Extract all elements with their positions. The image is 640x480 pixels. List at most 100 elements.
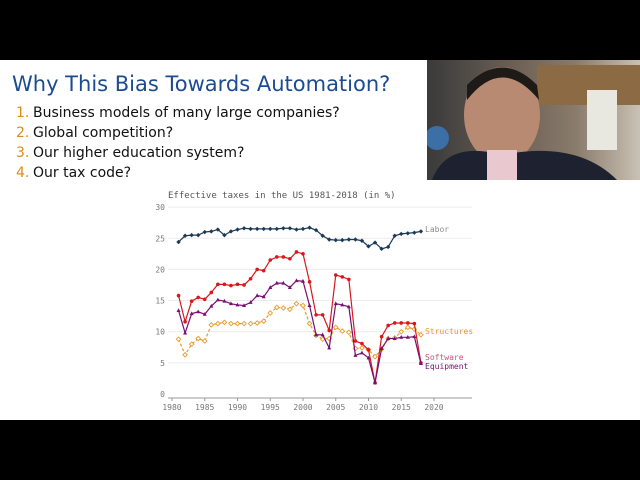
series-label-structures: Structures — [425, 327, 473, 336]
data-point — [248, 226, 253, 232]
data-point — [273, 304, 280, 311]
data-point — [306, 320, 313, 327]
data-point — [418, 361, 423, 365]
data-point — [399, 335, 404, 339]
list-number: 4. — [16, 165, 30, 181]
data-point — [241, 226, 247, 231]
data-point — [189, 299, 194, 303]
data-point — [359, 345, 365, 351]
data-point — [320, 233, 325, 238]
data-point — [301, 252, 305, 256]
list-text: Global competition? — [33, 125, 174, 141]
data-point — [215, 320, 221, 327]
data-point — [399, 321, 404, 325]
speaker-image — [427, 65, 640, 180]
data-point — [242, 283, 246, 287]
data-point — [274, 226, 279, 232]
data-point — [281, 280, 286, 285]
list-text: Our higher education system? — [33, 145, 245, 161]
series-structures — [175, 300, 424, 360]
data-point — [196, 309, 201, 314]
series-label-software: Software — [425, 353, 464, 362]
data-point — [300, 302, 306, 309]
data-point — [215, 297, 220, 302]
data-point — [189, 232, 194, 238]
data-point — [209, 229, 214, 234]
data-point — [307, 303, 312, 308]
data-point — [314, 313, 318, 317]
data-point — [386, 323, 390, 328]
data-point — [229, 283, 233, 288]
data-point — [176, 308, 181, 313]
data-point — [268, 258, 273, 262]
data-point — [175, 336, 182, 343]
data-point — [379, 246, 384, 252]
series-label-equipment: Equipment — [425, 362, 469, 371]
data-point — [254, 320, 260, 326]
data-point — [385, 244, 391, 250]
data-point — [189, 311, 194, 316]
x-tick-label: 2010 — [359, 403, 378, 412]
data-point — [353, 353, 358, 357]
data-point — [274, 280, 279, 285]
series-equipment — [176, 278, 423, 385]
data-point — [418, 229, 424, 234]
data-point — [202, 311, 207, 316]
data-point — [228, 301, 233, 306]
list-text: Business models of many large companies? — [33, 105, 340, 121]
data-point — [307, 225, 312, 230]
list-item: 1. Business models of many large companie… — [16, 103, 340, 123]
data-point — [293, 300, 300, 307]
y-tick-label: 20 — [155, 265, 165, 274]
data-point — [327, 237, 332, 242]
data-point — [320, 313, 325, 317]
data-point — [241, 320, 247, 327]
data-point — [313, 227, 319, 233]
data-point — [242, 303, 247, 308]
x-tick-label: 2020 — [424, 403, 443, 412]
data-point — [222, 232, 227, 238]
data-point — [228, 229, 234, 234]
data-point — [287, 226, 293, 231]
data-point — [327, 328, 332, 333]
data-point — [339, 328, 346, 334]
data-point — [353, 339, 358, 343]
y-tick-label: 25 — [155, 234, 165, 243]
list-number: 1. — [16, 105, 30, 121]
data-point — [366, 355, 371, 360]
data-point — [202, 297, 207, 302]
data-point — [209, 303, 214, 308]
data-point — [359, 350, 364, 355]
data-point — [399, 231, 404, 237]
data-point — [235, 227, 240, 232]
slide-title: Why This Bias Towards Automation? — [12, 72, 391, 96]
data-point — [392, 321, 397, 325]
data-point — [261, 294, 266, 299]
data-point — [332, 324, 339, 331]
list-item: 2. Global competition? — [16, 123, 340, 143]
data-point — [320, 332, 325, 337]
data-point — [418, 331, 424, 338]
data-point — [346, 237, 352, 242]
data-point — [176, 293, 181, 298]
data-point — [353, 237, 358, 242]
data-point — [234, 320, 241, 327]
data-point — [340, 302, 345, 307]
data-point — [183, 330, 188, 335]
data-point — [202, 229, 207, 235]
data-point — [268, 285, 273, 289]
data-point — [327, 345, 332, 350]
data-point — [288, 257, 292, 261]
data-point — [366, 244, 371, 249]
data-point — [405, 231, 410, 236]
data-point — [183, 319, 187, 324]
data-point — [261, 226, 266, 232]
data-point — [216, 282, 220, 287]
data-point — [228, 320, 234, 327]
data-point — [346, 304, 351, 309]
data-point — [404, 324, 411, 331]
data-point — [372, 353, 378, 360]
data-point — [281, 255, 286, 259]
data-point — [398, 328, 405, 335]
